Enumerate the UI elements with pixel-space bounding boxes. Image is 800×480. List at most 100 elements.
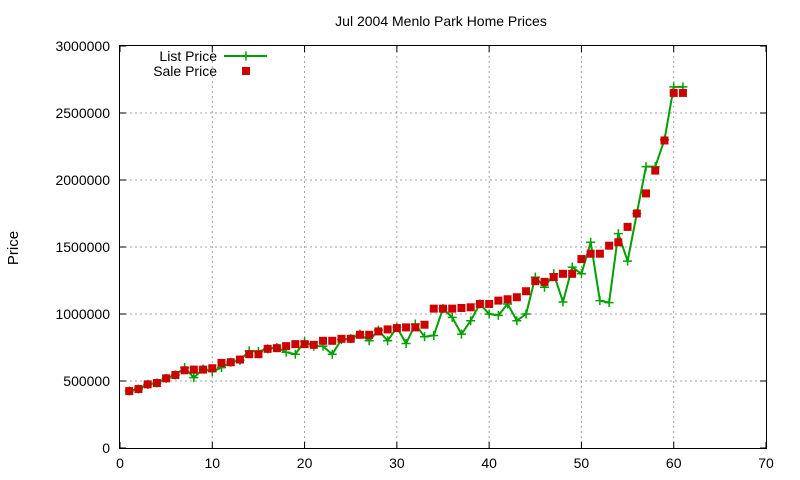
data-point-sale-price xyxy=(586,249,595,258)
data-point-sale-price xyxy=(512,293,521,302)
data-point-sale-price xyxy=(125,387,134,396)
data-point-list-price xyxy=(420,332,430,342)
data-point-sale-price xyxy=(282,342,291,351)
y-axis-label: Price xyxy=(5,231,22,265)
data-point-sale-price xyxy=(522,287,531,296)
data-point-sale-price xyxy=(429,304,438,313)
data-point-sale-price xyxy=(171,370,180,379)
y-tick-label: 0 xyxy=(102,440,110,456)
data-point-sale-price xyxy=(199,365,208,374)
legend-marker-sale-price xyxy=(242,67,250,75)
x-tick-label: 10 xyxy=(204,455,220,471)
data-point-sale-price xyxy=(383,325,392,334)
data-point-list-price xyxy=(456,329,466,339)
data-point-sale-price xyxy=(558,269,567,278)
data-point-sale-price xyxy=(595,249,604,258)
y-tick-label: 1000000 xyxy=(55,306,110,322)
data-point-sale-price xyxy=(134,385,143,394)
data-point-list-price xyxy=(189,373,199,383)
data-point-list-price xyxy=(595,296,605,306)
x-tick-label: 70 xyxy=(758,455,774,471)
data-point-list-price xyxy=(623,256,633,266)
data-point-sale-price xyxy=(614,238,623,247)
data-point-sale-price xyxy=(540,277,549,286)
data-point-sale-price xyxy=(235,355,244,364)
data-point-sale-price xyxy=(355,330,364,339)
legend-label-sale-price: Sale Price xyxy=(153,63,217,79)
x-tick-label: 30 xyxy=(389,455,405,471)
data-point-sale-price xyxy=(300,340,309,349)
data-point-sale-price xyxy=(660,136,669,145)
data-point-list-price xyxy=(586,237,596,247)
x-tick-label: 60 xyxy=(666,455,682,471)
data-point-sale-price xyxy=(291,340,300,349)
legend: List Price Sale Price xyxy=(153,48,267,79)
data-point-sale-price xyxy=(217,358,226,367)
data-point-sale-price xyxy=(309,340,318,349)
x-tick-label: 0 xyxy=(116,455,124,471)
data-point-sale-price xyxy=(605,241,614,250)
data-point-list-price xyxy=(290,349,300,359)
data-point-sale-price xyxy=(180,366,189,375)
data-point-sale-price xyxy=(272,344,281,353)
data-point-sale-price xyxy=(439,304,447,313)
data-point-sale-price xyxy=(143,380,152,389)
data-point-sale-price xyxy=(254,350,263,359)
y-tick-label: 1500000 xyxy=(55,239,110,255)
data-point-list-price xyxy=(429,330,439,340)
data-point-sale-price xyxy=(531,277,540,286)
data-point-list-price xyxy=(484,309,494,319)
data-point-list-price xyxy=(512,316,522,326)
data-point-list-price xyxy=(613,229,623,239)
data-point-list-price xyxy=(558,297,568,307)
data-point-list-price xyxy=(466,316,476,326)
y-tick-label: 500000 xyxy=(63,373,110,389)
data-point-sale-price xyxy=(152,379,161,388)
y-tick-label: 2500000 xyxy=(55,105,110,121)
data-point-sale-price xyxy=(448,304,457,313)
legend-marker-list-price xyxy=(241,51,251,61)
plot-frame xyxy=(119,45,767,449)
data-point-sale-price xyxy=(651,166,660,175)
data-point-sale-price xyxy=(549,273,558,282)
data-point-sale-price xyxy=(263,344,272,353)
data-point-sale-price xyxy=(374,327,383,336)
data-point-sale-price xyxy=(503,295,512,304)
data-point-sale-price xyxy=(162,374,171,383)
data-point-sale-price xyxy=(678,88,687,97)
x-tick-label: 50 xyxy=(574,455,590,471)
data-point-list-price xyxy=(576,269,586,279)
data-point-sale-price xyxy=(457,303,466,312)
data-point-sale-price xyxy=(494,296,503,305)
data-point-sale-price xyxy=(623,222,632,231)
y-tick-label: 2000000 xyxy=(55,172,110,188)
data-point-sale-price xyxy=(365,330,374,339)
x-tick-label: 20 xyxy=(297,455,313,471)
data-point-sale-price xyxy=(328,336,337,345)
data-point-sale-price xyxy=(466,303,475,312)
data-point-list-price xyxy=(447,312,457,322)
data-point-sale-price xyxy=(189,365,198,374)
data-point-sale-price xyxy=(420,320,429,329)
chart-title: Jul 2004 Menlo Park Home Prices xyxy=(335,13,547,29)
data-point-sale-price xyxy=(337,334,346,343)
data-point-sale-price xyxy=(475,299,484,308)
data-point-sale-price xyxy=(669,88,678,97)
data-point-sale-price xyxy=(577,255,586,264)
data-point-list-price xyxy=(641,162,651,172)
x-tick-label: 40 xyxy=(481,455,497,471)
legend-label-list-price: List Price xyxy=(159,48,217,64)
data-point-sale-price xyxy=(411,323,420,332)
data-point-list-price xyxy=(604,298,614,308)
data-point-sale-price xyxy=(245,350,254,359)
data-point-sale-price xyxy=(392,324,401,333)
data-point-sale-price xyxy=(346,334,355,343)
data-point-sale-price xyxy=(208,364,217,373)
data-point-sale-price xyxy=(485,299,494,308)
data-point-sale-price xyxy=(642,189,651,198)
data-point-sale-price xyxy=(632,209,641,218)
data-point-list-price xyxy=(521,309,531,319)
y-tick-label: 3000000 xyxy=(55,38,110,54)
data-point-sale-price xyxy=(402,323,411,332)
